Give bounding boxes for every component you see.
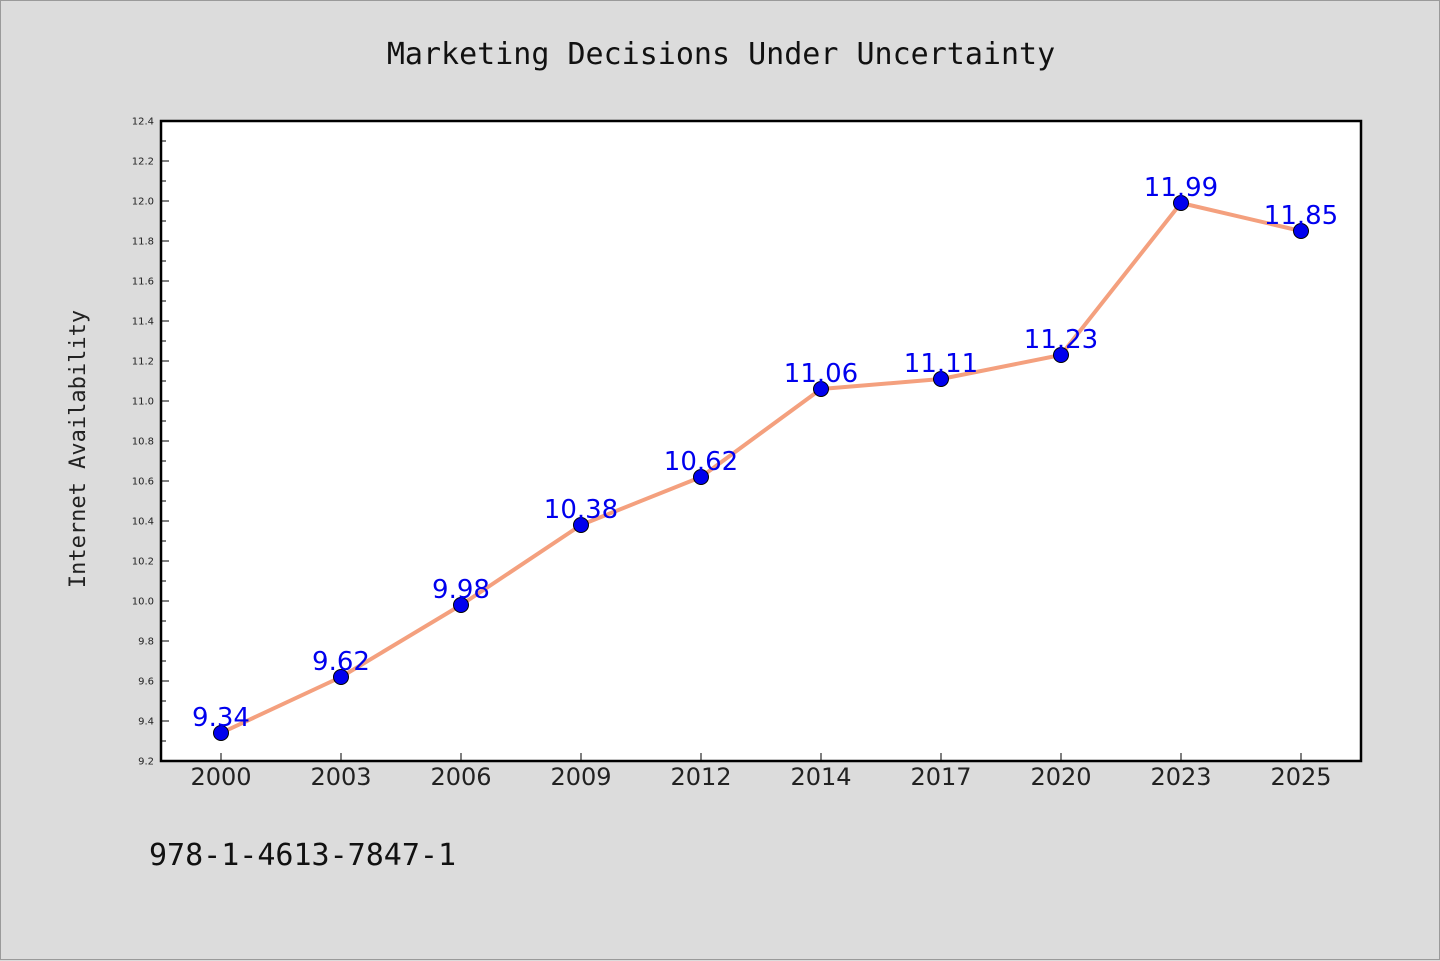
y-tick-label: 11.0: [132, 397, 154, 408]
x-tick-label: 2012: [670, 763, 731, 791]
data-label: 11.23: [1024, 325, 1098, 355]
y-tick-label: 9.2: [138, 757, 154, 768]
x-axis: 2000 2003 2006 2009 2012 2014 2017 2020 2023 2025: [190, 753, 1332, 791]
data-label: 10.38: [544, 495, 618, 525]
x-tick-label: 2020: [1030, 763, 1091, 791]
data-point: [333, 669, 349, 685]
data-label: 11.11: [904, 349, 978, 379]
y-tick-label: 9.8: [138, 637, 154, 648]
x-tick-label: 2006: [430, 763, 491, 791]
series-group: 9.34 9.62 9.98 10.38 10.62 11.06 11.11 11.23 11.…: [192, 173, 1338, 741]
isbn-caption: 978-1-4613-7847-1: [149, 838, 456, 873]
y-axis-label: Internet Availability: [66, 310, 91, 588]
y-tick-label: 11.4: [132, 317, 154, 328]
y-tick-label: 10.8: [132, 437, 154, 448]
y-tick-label: 9.6: [138, 677, 154, 688]
y-axis: 9.2 9.4 9.6 9.8 10.0 10.2 10.4 10.6 10.8 11.0 11.2…: [132, 117, 169, 768]
x-tick-label: 2017: [910, 763, 971, 791]
x-tick-label: 2003: [310, 763, 371, 791]
data-point: [213, 725, 229, 741]
data-label: 9.98: [432, 575, 490, 605]
data-label: 11.99: [1144, 173, 1218, 203]
data-label: 9.34: [192, 703, 250, 733]
x-tick-label: 2000: [190, 763, 251, 791]
data-point: [933, 371, 949, 387]
data-label: 11.85: [1264, 201, 1338, 231]
data-point: [1053, 347, 1069, 363]
data-label: 10.62: [664, 447, 738, 477]
y-tick-label: 10.4: [132, 517, 154, 528]
y-tick-label: 12.0: [132, 197, 154, 208]
data-point: [573, 517, 589, 533]
data-point: [1293, 223, 1309, 239]
x-tick-label: 2014: [790, 763, 851, 791]
y-tick-label: 12.4: [132, 117, 154, 128]
x-tick-label: 2009: [550, 763, 611, 791]
data-point: [1173, 195, 1189, 211]
data-label: 9.62: [312, 647, 370, 677]
data-point: [813, 381, 829, 397]
y-tick-label: 10.0: [132, 597, 154, 608]
data-label: 11.06: [784, 359, 858, 389]
data-point: [693, 469, 709, 485]
y-tick-label: 12.2: [132, 157, 154, 168]
x-tick-label: 2023: [1150, 763, 1211, 791]
x-tick-label: 2025: [1270, 763, 1331, 791]
y-tick-label: 11.2: [132, 357, 154, 368]
y-tick-label: 10.2: [132, 557, 154, 568]
y-tick-label: 9.4: [138, 717, 154, 728]
data-point: [453, 597, 469, 613]
series-line: [219, 201, 1303, 735]
y-tick-label: 11.8: [132, 237, 154, 248]
y-tick-label: 11.6: [132, 277, 154, 288]
chart-title: Marketing Decisions Under Uncertainty: [387, 37, 1055, 72]
y-tick-label: 10.6: [132, 477, 154, 488]
